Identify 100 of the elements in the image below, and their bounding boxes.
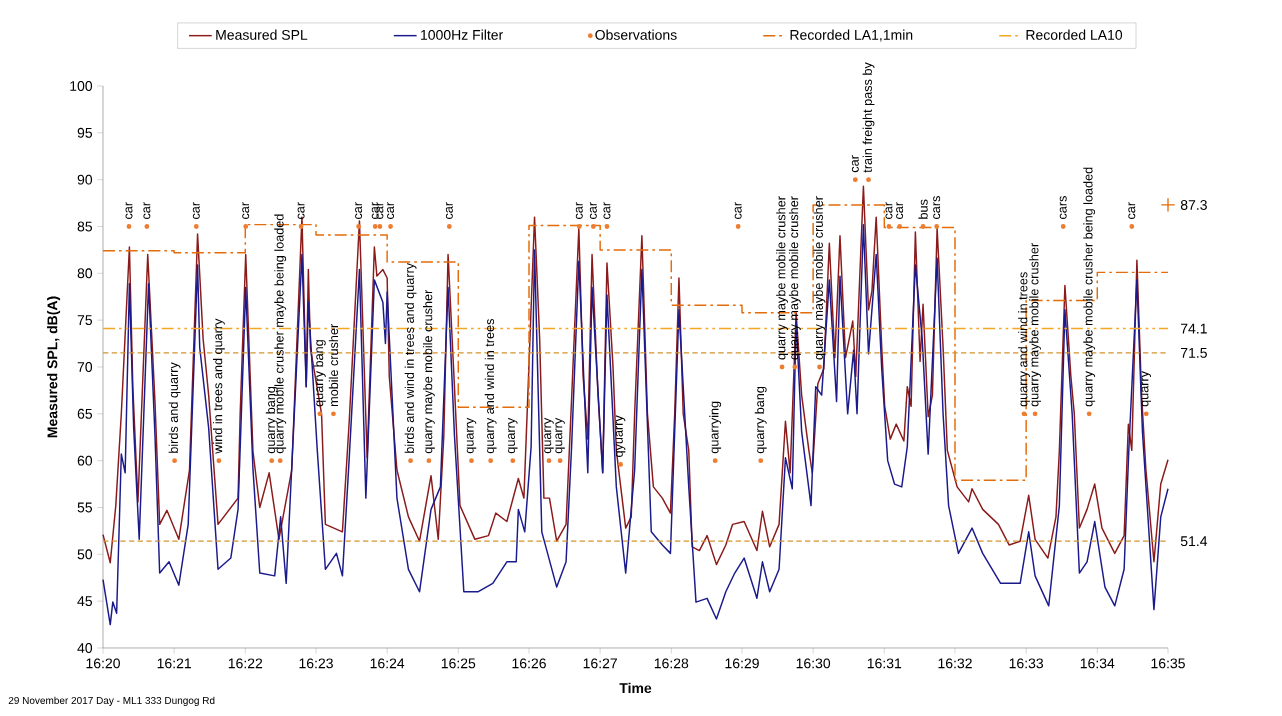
point: [758, 458, 764, 464]
x-tick-label: 16:31: [867, 658, 902, 669]
annotation: cars: [933, 196, 941, 220]
point: [886, 224, 892, 229]
y-tick-label: 85: [77, 221, 93, 232]
annotation: car: [192, 202, 200, 220]
annotation: car: [896, 202, 904, 220]
point: [277, 458, 283, 464]
ref-line-label: 51.4: [1180, 536, 1208, 547]
point: [243, 224, 249, 229]
point: [897, 224, 903, 229]
annotation: quarry and wind in trees: [1018, 272, 1030, 407]
x-tick-label: 16:29: [725, 658, 759, 669]
text: 29 November 2017 Day - ML1 333 Dungog Rd: [8, 696, 215, 706]
x-tick-label: 16:23: [299, 658, 333, 669]
point: [144, 224, 150, 229]
data-label: 74.1: [1180, 323, 1207, 334]
point: [126, 224, 132, 229]
point: [426, 458, 432, 464]
annotation: car: [355, 202, 363, 220]
annotation: car: [143, 202, 151, 220]
annotation: car: [242, 202, 250, 220]
annotation: car: [734, 202, 742, 220]
legend-label: Observations: [595, 29, 677, 40]
point: [1086, 411, 1092, 417]
x-tick-label: 16:28: [654, 658, 689, 669]
point: [298, 224, 304, 229]
annotation: car: [297, 202, 305, 220]
point: [852, 177, 858, 183]
legend-label: 1000Hz Filter: [421, 29, 503, 40]
point: [618, 461, 623, 467]
data-label: 87.3: [1180, 200, 1207, 210]
y-tick-label: 45: [77, 596, 93, 607]
y-tick-label: 80: [77, 268, 93, 279]
annotation: quarry bang: [313, 340, 326, 407]
x-tick-label: 16:30: [796, 658, 831, 669]
x-tick-label: 16:26: [512, 658, 546, 669]
point: [866, 177, 871, 183]
annotation: mobile crusher: [328, 324, 339, 407]
annotation: car: [589, 202, 597, 220]
annotation: car: [603, 202, 611, 220]
annotation: car: [387, 202, 395, 220]
annotation: car: [575, 202, 583, 220]
point: [510, 458, 516, 464]
point: [920, 224, 926, 229]
annotation: quarry: [508, 417, 518, 454]
annotation: birds and quarry: [168, 362, 181, 453]
x-tick-label: 16:27: [583, 658, 617, 669]
y-axis-title: Measured SPL, dB(A): [47, 296, 61, 438]
annotation: quarry: [466, 417, 477, 454]
annotation: train freight pass by: [862, 62, 875, 173]
point: [377, 224, 383, 229]
annotation: car: [125, 202, 133, 220]
y-tick-label: 70: [77, 362, 93, 372]
annotation: quarry maybe mobile crusher: [422, 289, 435, 454]
point: [317, 411, 323, 417]
x-tick-label: 16:34: [1080, 658, 1115, 669]
legend-label: Measured SPL: [216, 29, 308, 40]
point: [1160, 197, 1176, 213]
point: [388, 224, 393, 229]
point: [604, 224, 610, 229]
annotation: quarry: [1141, 371, 1151, 407]
y-tick-label: 50: [77, 549, 93, 560]
annotation: car: [445, 202, 453, 220]
point: [934, 224, 940, 229]
point: [735, 224, 741, 229]
point: [269, 458, 275, 464]
legend-label: Recorded LA10: [1026, 29, 1123, 40]
annotation: quarry bang: [754, 386, 767, 454]
annotation: quarry maybe mobile crusher: [813, 196, 826, 360]
annotation: quarry: [544, 417, 554, 454]
annotation: quarry maybe mobile crusher: [776, 196, 788, 360]
annotation: quarry maybe mobile crusher: [1029, 243, 1041, 407]
point: [488, 458, 494, 464]
ref-line-label: 71.5: [1180, 348, 1207, 358]
point: [817, 364, 822, 370]
x-tick-label: 16:20: [86, 658, 120, 669]
y-tick-label: 100: [70, 81, 93, 91]
annotation: car: [851, 155, 859, 173]
annotation: quarry: [555, 417, 565, 454]
point: [1129, 224, 1135, 229]
point: [557, 458, 563, 464]
y-tick-label: 90: [77, 174, 93, 185]
annotation: wind in trees and quarry: [212, 318, 225, 454]
point: [1032, 411, 1038, 417]
point: [590, 224, 596, 229]
point: [469, 458, 474, 464]
y-tick-label: 60: [77, 455, 93, 466]
y-tick-label: 65: [77, 408, 93, 419]
point: [356, 224, 362, 229]
point: [792, 364, 798, 370]
point: [446, 224, 452, 229]
x-axis-title: Time: [619, 682, 652, 694]
x-tick-label: 16:25: [441, 658, 476, 669]
annotation: quarry maybe mobile crusher being loaded: [1083, 167, 1096, 407]
annotation: car: [885, 202, 893, 220]
annotation: quarrying: [709, 401, 722, 454]
point: [712, 458, 718, 464]
x-tick-label: 16:33: [1009, 658, 1044, 669]
point: [546, 458, 552, 464]
